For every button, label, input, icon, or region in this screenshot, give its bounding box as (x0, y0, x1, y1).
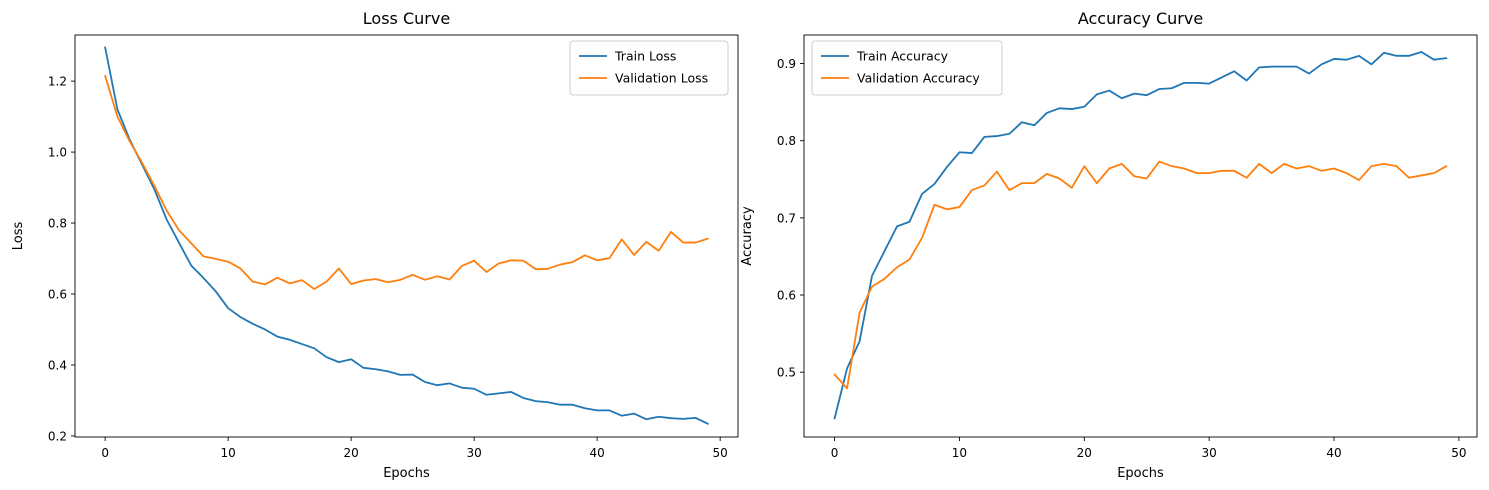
accuracy-chart: Accuracy Curve Epochs Accuracy 0 10 20 30 40… (740, 9, 1478, 481)
loss-chart-title: Loss Curve (363, 9, 450, 28)
series-line-validation-loss (104, 74, 709, 290)
accuracy-chart-x-tick-label: 20 (1077, 446, 1092, 460)
accuracy-chart-y-ticks: 0.5 0.6 0.7 0.8 0.9 (777, 57, 804, 380)
loss-chart-x-tick-label: 20 (344, 446, 359, 460)
loss-chart-y-tick-label: 1.2 (48, 75, 67, 89)
loss-chart-x-tick-label: 30 (467, 446, 482, 460)
accuracy-chart-x-tick-label: 50 (1451, 446, 1466, 460)
accuracy-chart-y-axis-label: Accuracy (740, 206, 755, 266)
accuracy-chart-x-tick-label: 40 (1326, 446, 1341, 460)
accuracy-chart-x-tick-label: 30 (1202, 446, 1217, 460)
loss-chart-axes-frame (74, 34, 739, 438)
loss-chart-y-tick-label: 0.2 (48, 429, 67, 443)
accuracy-chart-title: Accuracy Curve (1078, 9, 1203, 28)
accuracy-chart-x-ticks: 0 10 20 30 40 50 (831, 437, 1467, 460)
loss-chart-y-axis-label: Loss (11, 222, 26, 251)
accuracy-chart-y-tick-label: 0.5 (777, 366, 796, 380)
legend-label-validation-accuracy: Validation Accuracy (857, 71, 980, 86)
accuracy-chart-axes-frame (803, 34, 1478, 438)
loss-chart-y-tick-label: 0.6 (48, 288, 67, 302)
legend-label-train-loss: Train Loss (614, 49, 676, 64)
loss-chart-y-tick-label: 1.0 (48, 146, 67, 160)
accuracy-chart-x-tick-label: 0 (831, 446, 839, 460)
series-line-train-loss (104, 46, 709, 425)
loss-chart-y-tick-label: 0.8 (48, 217, 67, 231)
loss-chart-x-ticks: 0 10 20 30 40 50 (101, 437, 728, 460)
legend-label-validation-loss: Validation Loss (615, 71, 708, 86)
loss-chart-legend-box (569, 40, 729, 96)
accuracy-chart-legend: Train Accuracy Validation Accuracy (811, 40, 1003, 96)
loss-chart-series (104, 46, 709, 425)
accuracy-chart-y-tick-label: 0.9 (777, 57, 796, 71)
loss-chart-x-tick-label: 40 (590, 446, 605, 460)
series-line-train-accuracy (833, 51, 1448, 420)
legend-label-train-accuracy: Train Accuracy (856, 49, 949, 64)
loss-chart-x-tick-label: 10 (221, 446, 236, 460)
accuracy-chart-y-tick-label: 0.7 (777, 211, 796, 225)
accuracy-chart-x-axis-label: Epochs (1117, 466, 1164, 481)
loss-chart-y-ticks: 0.2 0.4 0.6 0.8 1.0 1.2 (48, 75, 75, 443)
loss-chart-x-axis-label: Epochs (383, 466, 430, 481)
loss-chart-x-tick-label: 50 (713, 446, 728, 460)
accuracy-chart-legend-box (811, 40, 1003, 96)
accuracy-chart-y-tick-label: 0.6 (777, 289, 796, 303)
loss-chart-legend: Train Loss Validation Loss (569, 40, 729, 96)
accuracy-chart-x-tick-label: 10 (952, 446, 967, 460)
accuracy-chart-series (833, 51, 1448, 420)
loss-chart-x-tick-label: 0 (101, 446, 109, 460)
loss-chart-y-tick-label: 0.4 (48, 358, 67, 372)
series-line-validation-accuracy (833, 160, 1448, 390)
accuracy-chart-y-tick-label: 0.8 (777, 134, 796, 148)
loss-chart: Loss Curve Epochs Loss 0 10 20 30 40 50 0.20.… (11, 9, 739, 481)
